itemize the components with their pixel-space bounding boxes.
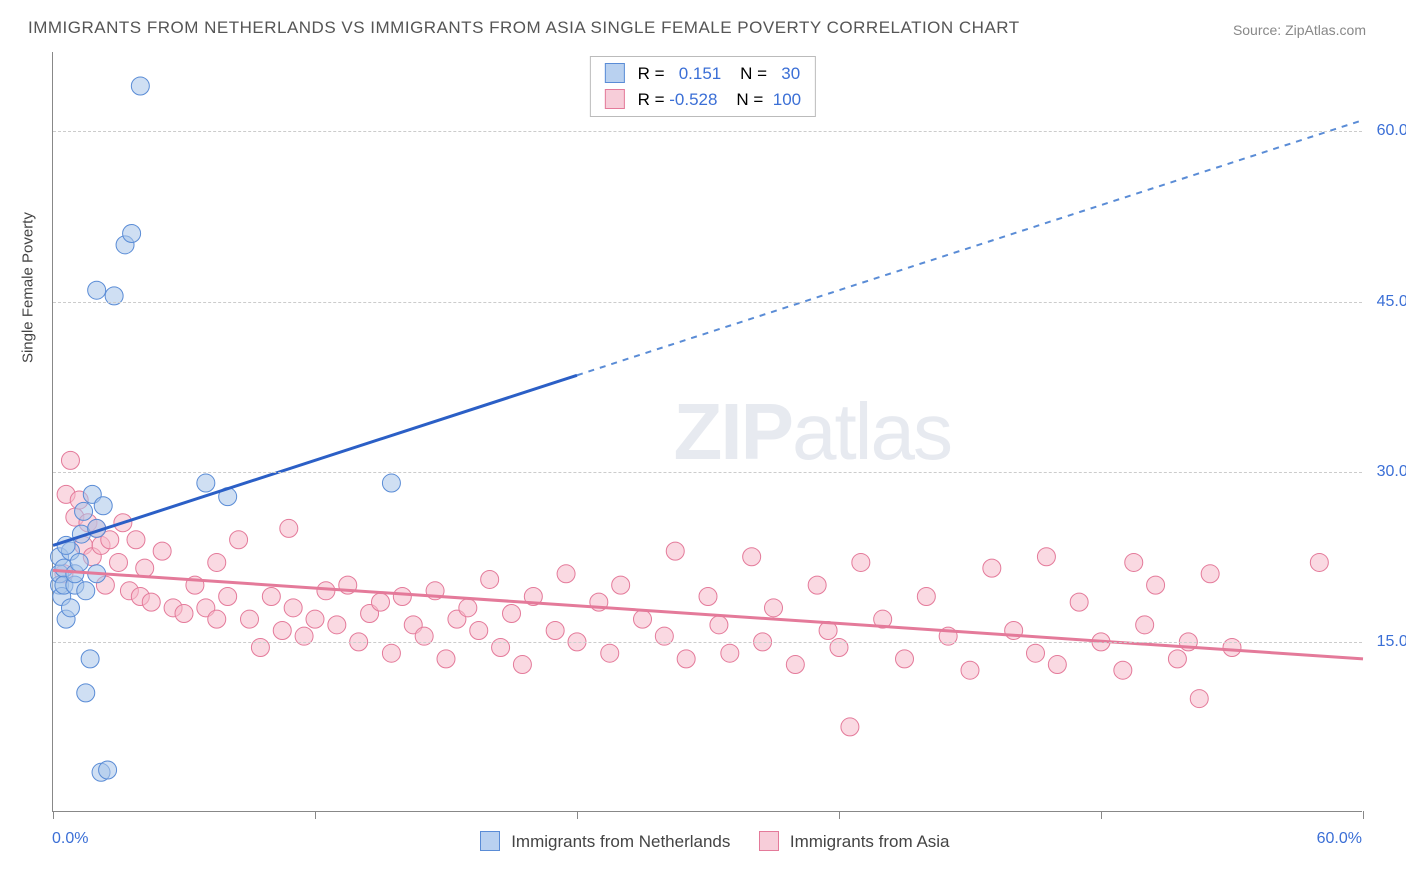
plot-area: ZIPatlas 15.0%30.0%45.0%60.0% [52, 52, 1362, 812]
y-tick-label: 45.0% [1367, 293, 1406, 311]
x-tick [839, 811, 840, 819]
x-tick [577, 811, 578, 819]
x-axis-max: 60.0% [1317, 830, 1362, 848]
x-axis-min: 0.0% [52, 830, 88, 848]
chart-title: IMMIGRANTS FROM NETHERLANDS VS IMMIGRANT… [28, 18, 1020, 38]
legend-row-2: R = -0.528 N = 100 [605, 87, 801, 113]
gridline [53, 472, 1362, 473]
legend-label-1: Immigrants from Netherlands [511, 832, 730, 851]
chart-svg [53, 52, 1362, 811]
y-tick-label: 60.0% [1367, 122, 1406, 140]
x-tick [315, 811, 316, 819]
swatch-series-1 [605, 63, 625, 83]
r-value-1: 0.151 [679, 64, 722, 83]
r-value-2: -0.528 [669, 90, 717, 109]
gridline [53, 302, 1362, 303]
swatch-bottom-2 [759, 831, 779, 851]
y-tick-label: 15.0% [1367, 633, 1406, 651]
n-value-1: 30 [781, 64, 800, 83]
gridline [53, 131, 1362, 132]
correlation-legend: R = 0.151 N = 30 R = -0.528 N = 100 [590, 56, 816, 117]
gridline [53, 642, 1362, 643]
x-tick [53, 811, 54, 819]
series-legend: Immigrants from Netherlands Immigrants f… [0, 831, 1406, 852]
n-value-2: 100 [773, 90, 801, 109]
y-axis-label: Single Female Poverty [20, 212, 37, 363]
x-tick [1363, 811, 1364, 819]
swatch-series-2 [605, 89, 625, 109]
legend-label-2: Immigrants from Asia [790, 832, 950, 851]
x-tick [1101, 811, 1102, 819]
source-credit: Source: ZipAtlas.com [1233, 22, 1366, 38]
swatch-bottom-1 [480, 831, 500, 851]
legend-row-1: R = 0.151 N = 30 [605, 61, 801, 87]
y-tick-label: 30.0% [1367, 463, 1406, 481]
